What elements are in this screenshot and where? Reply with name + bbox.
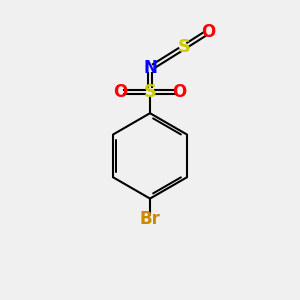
Text: O: O (201, 23, 215, 41)
Text: N: N (143, 59, 157, 77)
Text: O: O (113, 83, 128, 101)
Text: Br: Br (140, 210, 160, 228)
Text: S: S (143, 83, 157, 101)
Text: O: O (172, 83, 187, 101)
Text: S: S (177, 38, 190, 56)
